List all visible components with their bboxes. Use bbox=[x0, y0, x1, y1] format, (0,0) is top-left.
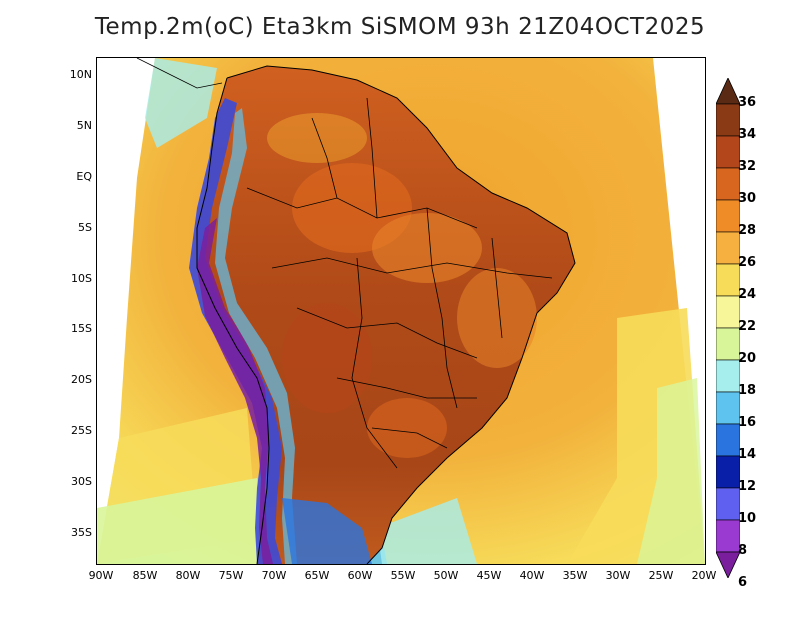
colorbar-label: 8 bbox=[738, 543, 748, 558]
lat-tick-label: 5S bbox=[78, 221, 92, 234]
colorbar bbox=[716, 78, 740, 578]
lon-tick-label: 65W bbox=[304, 569, 330, 582]
land-warm-area-east bbox=[457, 268, 537, 368]
colorbar-label: 6 bbox=[738, 575, 748, 590]
lat-tick-label: 30S bbox=[71, 475, 92, 488]
temperature-map bbox=[97, 58, 705, 564]
colorbar-label: 36 bbox=[738, 95, 757, 110]
lon-tick-label: 80W bbox=[175, 569, 201, 582]
lon-tick-label: 40W bbox=[519, 569, 545, 582]
colorbar-box bbox=[716, 359, 740, 393]
colorbar-box bbox=[716, 391, 740, 425]
colorbar-box bbox=[716, 103, 740, 137]
land-warm-area-south bbox=[367, 398, 447, 458]
lat-tick-label: 20S bbox=[71, 373, 92, 386]
lon-tick-label: 45W bbox=[476, 569, 502, 582]
lon-tick-label: 85W bbox=[132, 569, 158, 582]
colorbar-label: 12 bbox=[738, 479, 757, 494]
colorbar-box bbox=[716, 231, 740, 265]
colorbar-box bbox=[716, 263, 740, 297]
colorbar-bottom-arrow bbox=[716, 551, 740, 578]
colorbar-box bbox=[716, 327, 740, 361]
colorbar-label: 14 bbox=[738, 447, 757, 462]
colorbar-box bbox=[716, 519, 740, 553]
land-warm-area-north bbox=[372, 213, 482, 283]
colorbar-label: 26 bbox=[738, 255, 757, 270]
colorbar-label: 32 bbox=[738, 159, 757, 174]
colorbar-box bbox=[716, 135, 740, 169]
ocean-cold-band-southwest bbox=[97, 478, 267, 564]
colorbar-label: 24 bbox=[738, 287, 757, 302]
coastline bbox=[196, 65, 576, 564]
colorbar-label: 30 bbox=[738, 191, 757, 206]
andes-cool-fringe bbox=[215, 108, 297, 564]
andes-coldest-band bbox=[197, 218, 273, 564]
political-borders bbox=[246, 97, 553, 469]
lon-tick-label: 25W bbox=[648, 569, 674, 582]
lon-tick-label: 75W bbox=[218, 569, 244, 582]
patagonia-cold bbox=[282, 498, 372, 564]
colorbar-label: 16 bbox=[738, 415, 757, 430]
lon-tick-label: 60W bbox=[347, 569, 373, 582]
colorbar-top-arrow bbox=[716, 78, 740, 105]
colorbar-boxes bbox=[716, 78, 740, 578]
lon-tick-label: 35W bbox=[562, 569, 588, 582]
lat-tick-label: 25S bbox=[71, 424, 92, 437]
colorbar-label: 20 bbox=[738, 351, 757, 366]
colorbar-label: 34 bbox=[738, 127, 757, 142]
lon-tick-label: 90W bbox=[88, 569, 114, 582]
colorbar-label: 28 bbox=[738, 223, 757, 238]
land-hot-area-central bbox=[282, 303, 372, 413]
map-panel bbox=[96, 57, 706, 565]
lon-tick-label: 30W bbox=[605, 569, 631, 582]
lat-tick-label: 15S bbox=[71, 322, 92, 335]
colorbar-label: 22 bbox=[738, 319, 757, 334]
lon-tick-label: 70W bbox=[261, 569, 287, 582]
colorbar-box bbox=[716, 295, 740, 329]
central-america-coast bbox=[136, 58, 223, 89]
lat-tick-label: 35S bbox=[71, 526, 92, 539]
ocean-cold-band-east bbox=[637, 378, 705, 564]
lat-tick-label: EQ bbox=[76, 170, 92, 183]
ocean-coastal-south bbox=[377, 498, 477, 564]
colorbar-box bbox=[716, 423, 740, 457]
lat-tick-label: 5N bbox=[76, 119, 92, 132]
colorbar-box bbox=[716, 455, 740, 489]
ocean-coastal-northwest bbox=[145, 58, 217, 148]
land-mild-area-guiana bbox=[267, 113, 367, 163]
lon-tick-label: 55W bbox=[390, 569, 416, 582]
lat-tick-label: 10N bbox=[69, 68, 92, 81]
colorbar-label: 18 bbox=[738, 383, 757, 398]
lat-tick-label: 10S bbox=[71, 272, 92, 285]
colorbar-box bbox=[716, 487, 740, 521]
map-title: Temp.2m(oC) Eta3km SiSMOM 93h 21Z04OCT20… bbox=[94, 14, 706, 40]
lon-tick-label: 50W bbox=[433, 569, 459, 582]
colorbar-label: 10 bbox=[738, 511, 757, 526]
colorbar-box bbox=[716, 199, 740, 233]
lon-tick-label: 20W bbox=[691, 569, 717, 582]
colorbar-box bbox=[716, 167, 740, 201]
